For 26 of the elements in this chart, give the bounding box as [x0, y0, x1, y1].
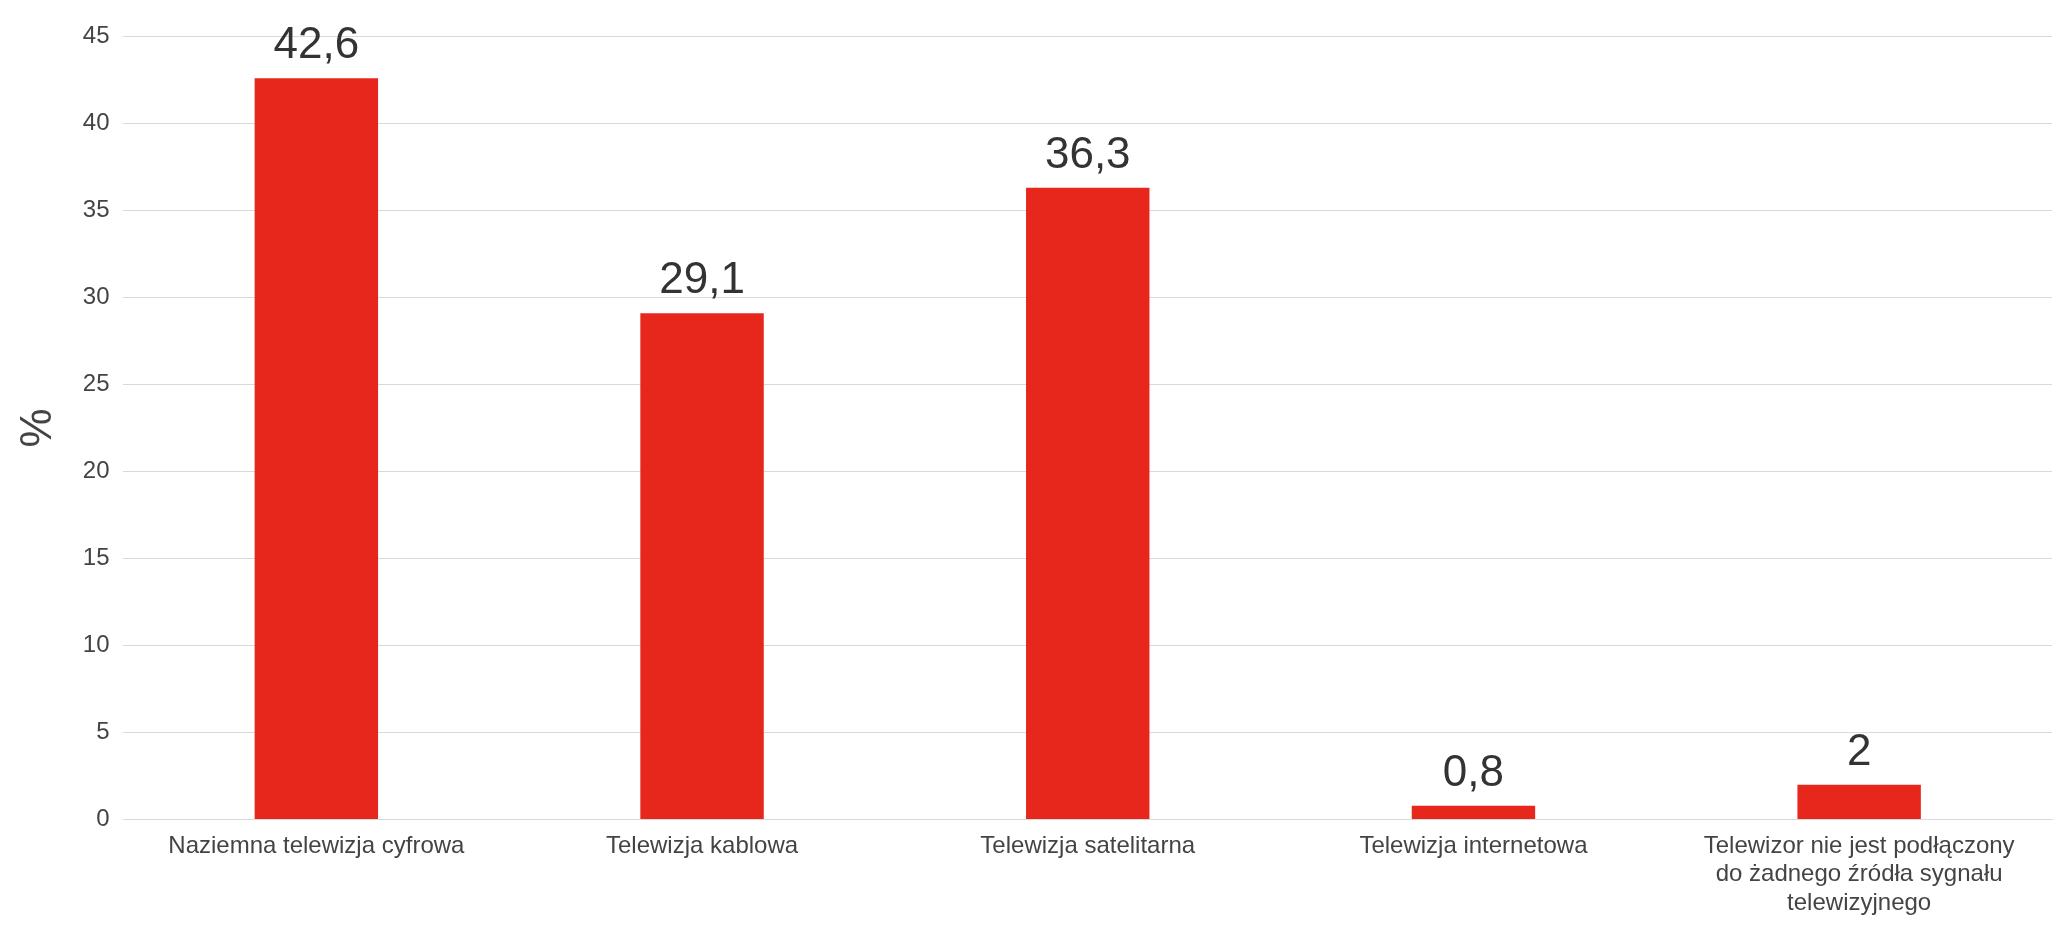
bar — [254, 78, 379, 820]
y-tick-label: 0 — [96, 804, 110, 832]
y-tick-label: 40 — [82, 108, 110, 136]
bar — [1026, 187, 1150, 820]
data-label: 0,8 — [1442, 745, 1505, 795]
y-axis-title: % — [10, 408, 60, 448]
y-tick-label: 5 — [96, 717, 110, 745]
data-label: 29,1 — [659, 253, 745, 303]
x-tick-label: Telewizja internetowa — [1359, 830, 1589, 858]
x-tick-label: Telewizja satelitarna — [980, 830, 1196, 858]
y-tick-label: 35 — [82, 195, 110, 223]
data-label: 2 — [1846, 724, 1872, 774]
y-tick-label: 10 — [82, 630, 110, 658]
x-tick-label: Naziemna telewizja cyfrowa — [168, 830, 466, 858]
data-label: 36,3 — [1044, 127, 1131, 177]
y-tick-label: 30 — [82, 282, 110, 310]
y-tick-label: 20 — [82, 456, 110, 484]
data-label: 42,6 — [273, 18, 360, 68]
x-tick-label: Telewizor nie jest podłączony do żadnego źródła sygnału telewizyjnego — [1703, 830, 2015, 916]
x-tick-label: Telewizja kablowa — [606, 830, 799, 858]
bar — [1797, 784, 1921, 820]
y-tick-label: 25 — [82, 369, 110, 397]
y-tick-label: 15 — [82, 543, 110, 571]
bar — [640, 313, 764, 820]
bar — [1411, 805, 1536, 820]
y-tick-label: 45 — [82, 21, 110, 49]
